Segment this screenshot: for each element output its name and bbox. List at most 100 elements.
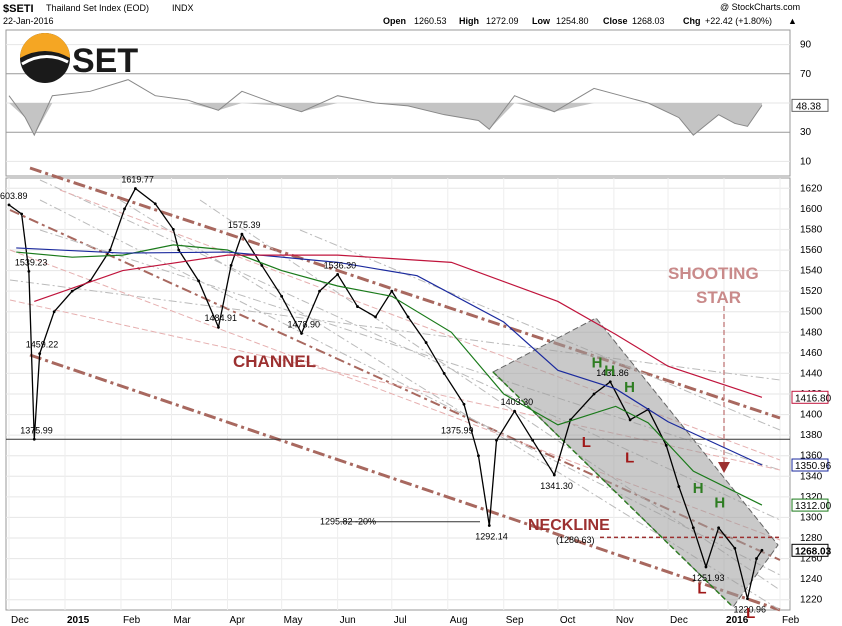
y-tick-label: 1240: [800, 574, 823, 585]
value-tag: [791, 458, 829, 472]
value-tag: [791, 498, 829, 512]
close-label: Close: [603, 16, 628, 26]
y-tick-label: 1400: [800, 410, 823, 421]
price-point: [592, 392, 596, 396]
price-point: [229, 264, 233, 267]
y-tick-label: 1360: [800, 451, 823, 462]
price-point: [217, 325, 220, 329]
y-tick-label: 1340: [800, 471, 823, 482]
price-annotation: 1619.77: [121, 175, 154, 185]
neckline-label: NECKLINE: [528, 517, 610, 534]
low-marker: L: [697, 580, 706, 597]
price-point: [300, 332, 303, 335]
y-tick-label: 1480: [800, 327, 823, 338]
channel-label: CHANNEL: [233, 352, 316, 371]
triangle-pattern: [492, 317, 779, 608]
set-logo: SET: [20, 33, 138, 83]
x-tick-label: Sep: [506, 615, 524, 626]
high-marker: H: [604, 363, 615, 380]
symbol-label: $SETI: [3, 3, 34, 15]
price-point: [123, 207, 126, 211]
open-value: 1260.53: [414, 16, 447, 26]
indicator-tick-label: 70: [800, 69, 812, 80]
indicator-value-label: 48.38: [796, 101, 821, 112]
x-tick-label: 2016: [726, 615, 749, 626]
price-point: [240, 232, 244, 236]
price-point: [717, 526, 721, 530]
price-point: [153, 202, 157, 206]
value-tag-label: 1312.00: [795, 501, 832, 512]
indicator-tick-label: 30: [800, 127, 812, 138]
price-annotation: 1536.30: [324, 260, 357, 270]
trendlines: [6, 166, 790, 612]
price-annotation: 1478.90: [288, 319, 321, 329]
high-marker: H: [714, 494, 725, 511]
y-tick-label: 1580: [800, 224, 823, 235]
y-tick-label: 1380: [800, 430, 823, 441]
low-marker: L: [582, 434, 591, 451]
price-point: [424, 341, 428, 344]
price-point: [133, 187, 137, 190]
price-annotation: 1341.30: [540, 481, 573, 491]
x-tick-label: Feb: [782, 615, 800, 626]
price-point: [664, 444, 668, 447]
fan-line: [299, 229, 781, 431]
channel-upper-line: [29, 166, 781, 420]
x-tick-label: 2015: [67, 615, 90, 626]
rsi-oversold-fill: [9, 103, 762, 136]
price-point: [755, 557, 758, 560]
channel-lower-line: [29, 353, 781, 612]
price-point: [374, 315, 377, 319]
value-tag: [791, 543, 829, 557]
logo-text: SET: [72, 42, 138, 80]
price-annotation: 1431.86: [596, 368, 629, 378]
price-point: [177, 248, 181, 252]
price-point: [171, 228, 175, 231]
x-tick-label: Nov: [616, 615, 634, 626]
price-point: [27, 269, 31, 273]
y-tick-label: 1520: [800, 286, 823, 297]
set-logo-icon: [20, 33, 70, 83]
x-tick-label: Apr: [229, 615, 245, 626]
price-point: [677, 485, 681, 488]
x-tick-label: May: [284, 615, 303, 626]
price-point: [318, 289, 321, 293]
price-point: [760, 548, 764, 552]
price-annotation: 1251.93: [692, 573, 725, 583]
value-tag: [791, 390, 829, 404]
y-tick-label: 1600: [800, 204, 823, 215]
y-tick-label: 1280: [800, 533, 823, 544]
y-tick-label: 1500: [800, 307, 823, 318]
price-annotation: 1220.96: [733, 605, 766, 615]
y-tick-label: 1260: [800, 554, 823, 565]
price-point: [406, 315, 410, 319]
open-label: Open: [383, 16, 406, 26]
x-tick-label: Jul: [394, 615, 407, 626]
price-point: [20, 212, 24, 216]
price-annotation: 1403.30: [501, 397, 534, 407]
price-point: [390, 289, 394, 293]
price-point: [70, 289, 74, 293]
price-annotation: 1539.23: [15, 257, 48, 267]
shooting-star-label: STAR: [696, 288, 741, 307]
x-tick-label: Dec: [11, 615, 29, 626]
x-tick-label: Feb: [123, 615, 141, 626]
price-point: [691, 526, 695, 530]
shooting-star-label: SHOOTING: [668, 264, 759, 283]
y-tick-label: 1440: [800, 368, 823, 379]
value-tag-label: 1416.80: [795, 393, 832, 404]
price-point: [513, 409, 516, 413]
price-point: [108, 248, 112, 252]
sma100-line: [16, 247, 763, 466]
chart-header: $SETI Thailand Set Index (EOD) INDX @ St…: [3, 2, 800, 26]
high-marker: H: [592, 354, 603, 371]
high-marker: H: [624, 379, 635, 396]
date-label: 22-Jan-2016: [3, 16, 54, 26]
price-point: [531, 438, 535, 442]
x-tick-label: Aug: [450, 615, 468, 626]
arrow-head-icon: [718, 462, 730, 473]
low-marker: L: [625, 450, 634, 467]
fan-line: [9, 279, 781, 381]
x-tick-label: Dec: [670, 615, 688, 626]
price-point: [746, 597, 749, 601]
